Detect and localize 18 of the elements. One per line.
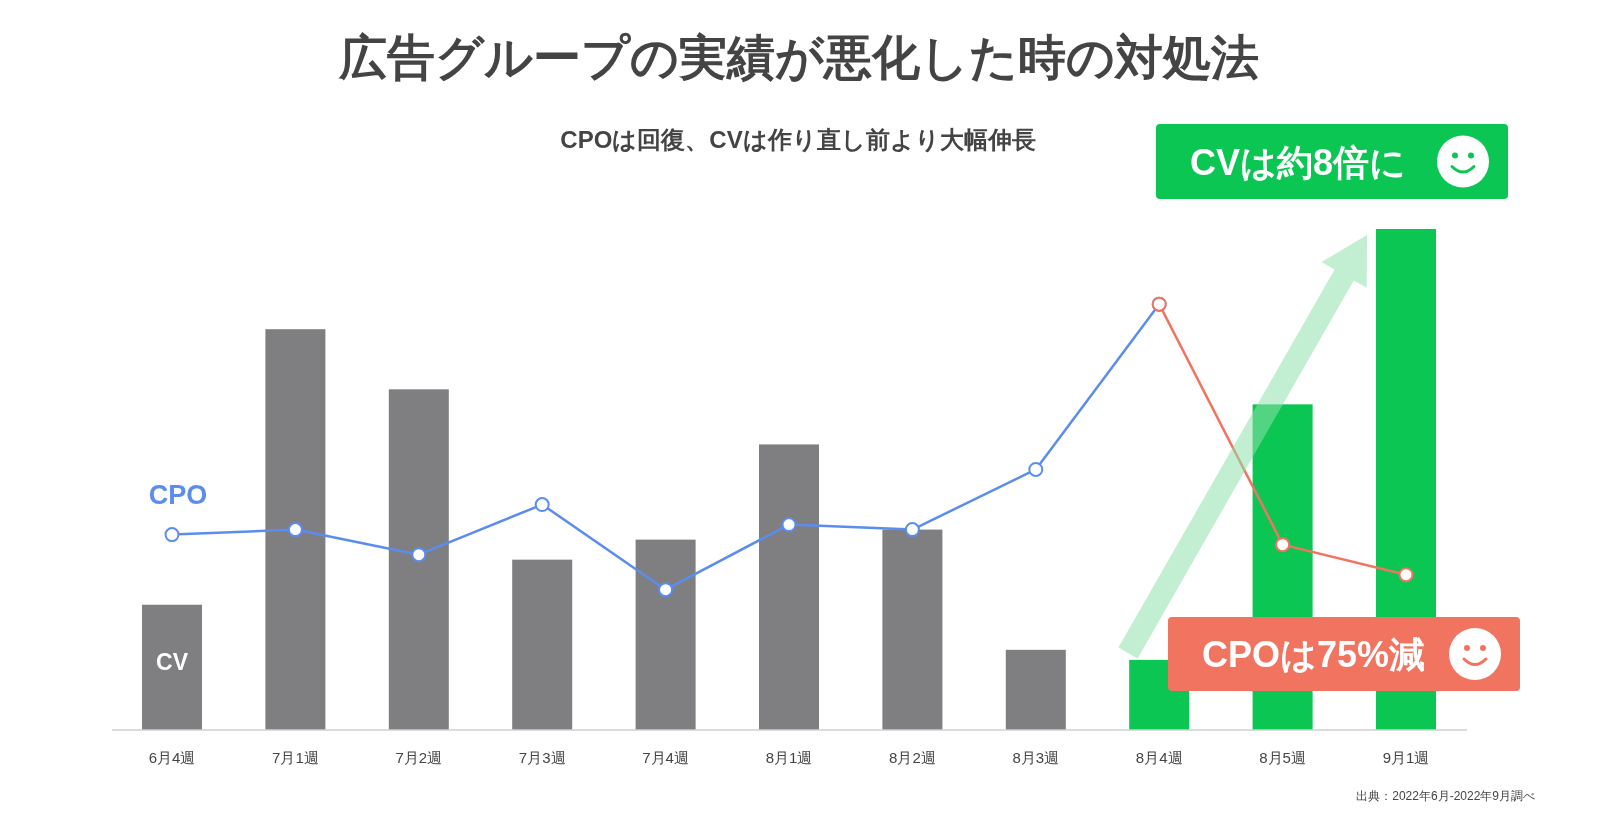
annotation: CPOは75%減 [1202, 634, 1426, 675]
x-tick-label: 8月1週 [765, 749, 813, 766]
x-tick-label: 7月1週 [272, 749, 319, 766]
x-tick-label: 7月2週 [395, 749, 443, 766]
source-note: 出典：2022年6月-2022年9月調べ [1356, 789, 1535, 803]
x-tick-label: 8月3週 [1012, 749, 1060, 766]
series-label: CV [156, 649, 189, 675]
x-tick-label: 8月2週 [889, 749, 936, 766]
x-tick-label: 9月1週 [1382, 749, 1430, 766]
x-tick-label: 6月4週 [148, 749, 196, 766]
x-tick-label: 7月4週 [642, 749, 689, 766]
text: CVは約8倍に [1190, 141, 1407, 183]
x-tick-label: 8月4週 [1135, 749, 1183, 766]
x-tick-label: 7月3週 [518, 749, 566, 766]
chart-subtitle: CPOは回復、CVは作り直し前より大幅伸長 [560, 126, 1036, 153]
chart-title: 広告グループの実績が悪化した時の対処法 [338, 31, 1259, 84]
series-label: CPO [148, 479, 208, 510]
x-tick-label: 8月5週 [1259, 749, 1306, 766]
